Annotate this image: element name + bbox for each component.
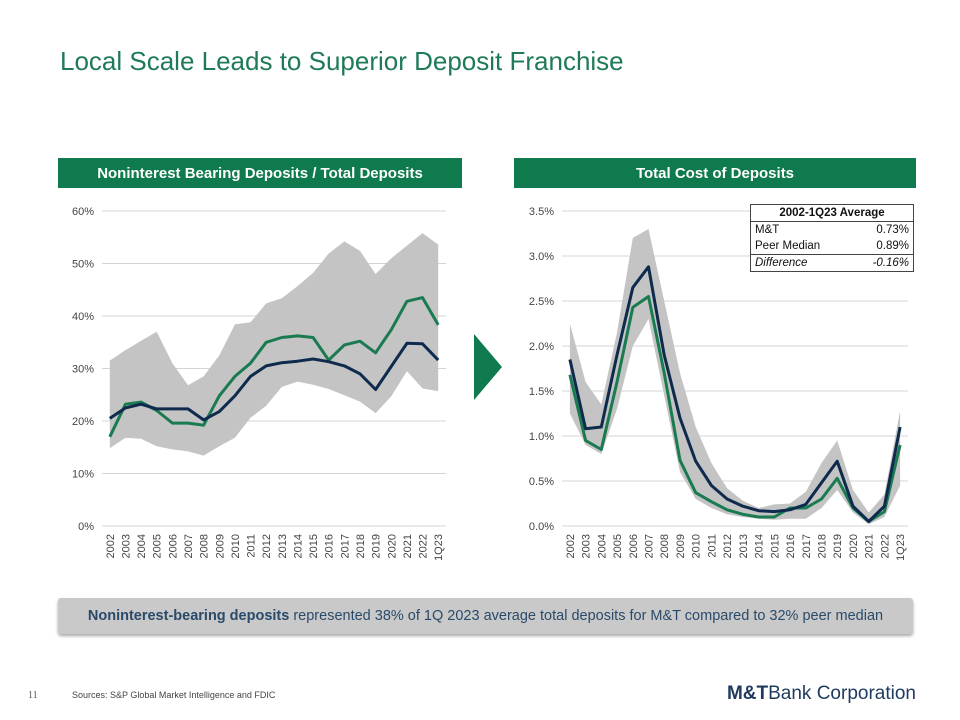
y-tick-label: 1.5% <box>529 386 554 398</box>
peer-median-line <box>568 295 902 523</box>
x-tick-label: 2002 <box>105 534 117 558</box>
average-row-label: M&T <box>749 221 852 238</box>
left-chart-title-banner: Noninterest Bearing Deposits / Total Dep… <box>58 158 462 188</box>
right-chart-title-banner: Total Cost of Deposits <box>514 158 916 188</box>
x-tick-label: 2012 <box>261 534 273 558</box>
y-tick-label: 0% <box>78 521 94 533</box>
x-tick-label: 2004 <box>136 534 148 558</box>
logo-mark: M&T <box>726 683 769 704</box>
y-tick-label: 0.5% <box>529 476 554 488</box>
peer-range-band <box>569 229 901 525</box>
x-tick-label: 2016 <box>324 534 336 558</box>
x-tick-label: 2011 <box>706 534 718 558</box>
chevron-right-icon <box>474 334 502 400</box>
x-tick-label: 2005 <box>152 534 164 558</box>
x-tick-label: 2014 <box>292 534 304 558</box>
mt-line <box>568 265 902 523</box>
x-tick-label: 2009 <box>214 534 226 558</box>
y-tick-label: 1.0% <box>529 431 554 443</box>
logo-text: Bank Corporation <box>768 683 916 704</box>
y-tick-label: 2.5% <box>529 296 554 308</box>
x-tick-label: 2015 <box>769 534 781 558</box>
x-tick-label: 2018 <box>355 534 367 558</box>
y-tick-label: 3.0% <box>529 251 554 263</box>
y-tick-label: 20% <box>72 416 94 428</box>
x-tick-label: 2004 <box>596 534 608 558</box>
average-table: 2002-1Q23 Average M&T 0.73% Peer Median … <box>749 204 914 272</box>
x-tick-label: 2019 <box>832 534 844 558</box>
callout-box: Noninterest-bearing deposits represented… <box>58 598 913 634</box>
x-tick-label: 2013 <box>277 534 289 558</box>
x-tick-label: 2017 <box>801 534 813 558</box>
x-tick-label: 2020 <box>848 534 860 558</box>
average-row-label: Difference <box>749 254 852 272</box>
y-tick-label: 10% <box>72 469 94 481</box>
x-tick-label: 2009 <box>675 534 687 558</box>
average-row-value: -0.16% <box>851 254 914 272</box>
x-tick-label: 2014 <box>754 534 766 558</box>
y-tick-label: 0.0% <box>529 521 554 533</box>
x-tick-label: 2010 <box>691 534 703 558</box>
x-tick-label: 2007 <box>183 534 195 558</box>
x-tick-label: 2003 <box>581 534 593 558</box>
page-number: 11 <box>28 690 38 701</box>
x-tick-label: 2011 <box>246 534 258 558</box>
x-tick-label: 1Q23 <box>433 534 445 561</box>
average-row-value: 0.73% <box>851 221 914 238</box>
y-tick-label: 2.0% <box>529 341 554 353</box>
average-row-label: Peer Median <box>749 238 852 255</box>
x-tick-label: 2006 <box>628 534 640 558</box>
peer-range-band <box>109 233 439 456</box>
x-tick-label: 2020 <box>386 534 398 558</box>
noninterest-deposits-chart: 0% 10% 20% 30% 40% 50% 60% 2002 2003 2004 2005 2006… <box>72 206 446 561</box>
peer-median-line <box>108 296 440 438</box>
x-tick-label: 2003 <box>120 534 132 558</box>
page-title: Local Scale Leads to Superior Deposit Fr… <box>60 46 624 76</box>
mt-line <box>108 341 440 422</box>
y-tick-label: 60% <box>72 206 94 218</box>
x-tick-label: 2005 <box>612 534 624 558</box>
x-tick-label: 2008 <box>659 534 671 558</box>
x-tick-label: 2007 <box>644 534 656 558</box>
x-tick-label: 1Q23 <box>895 534 907 561</box>
x-tick-label: 2016 <box>785 534 797 558</box>
callout-bold-text: Noninterest-bearing deposits <box>87 608 290 624</box>
x-tick-label: 2021 <box>402 534 414 558</box>
y-tick-label: 40% <box>72 311 94 323</box>
company-logo: M&TBank Corporation <box>727 683 916 705</box>
x-tick-label: 2002 <box>565 534 577 558</box>
x-tick-label: 2022 <box>418 534 430 558</box>
x-tick-label: 2008 <box>199 534 211 558</box>
sources-note: Sources: S&P Global Market Intelligence … <box>72 690 276 700</box>
y-tick-label: 50% <box>72 259 94 271</box>
x-tick-label: 2015 <box>308 534 320 558</box>
average-row-value: 0.89% <box>851 238 914 255</box>
cost-of-deposits-chart: 0.0% 0.5% 1.0% 1.5% 2.0% 2.5% 3.0% 3.5% 2002 2003… <box>529 206 908 561</box>
y-tick-label: 30% <box>72 364 94 376</box>
x-tick-label: 2006 <box>167 534 179 558</box>
x-tick-label: 2017 <box>339 534 351 558</box>
average-table-header: 2002-1Q23 Average <box>750 204 914 222</box>
x-tick-label: 2022 <box>879 534 891 558</box>
callout-text: represented 38% of 1Q 2023 average total… <box>289 608 884 624</box>
x-tick-label: 2013 <box>738 534 750 558</box>
x-tick-label: 2018 <box>817 534 829 558</box>
x-tick-label: 2019 <box>371 534 383 558</box>
x-tick-label: 2012 <box>722 534 734 558</box>
y-tick-label: 3.5% <box>529 206 554 218</box>
x-tick-label: 2010 <box>230 534 242 558</box>
x-tick-label: 2021 <box>864 534 876 558</box>
